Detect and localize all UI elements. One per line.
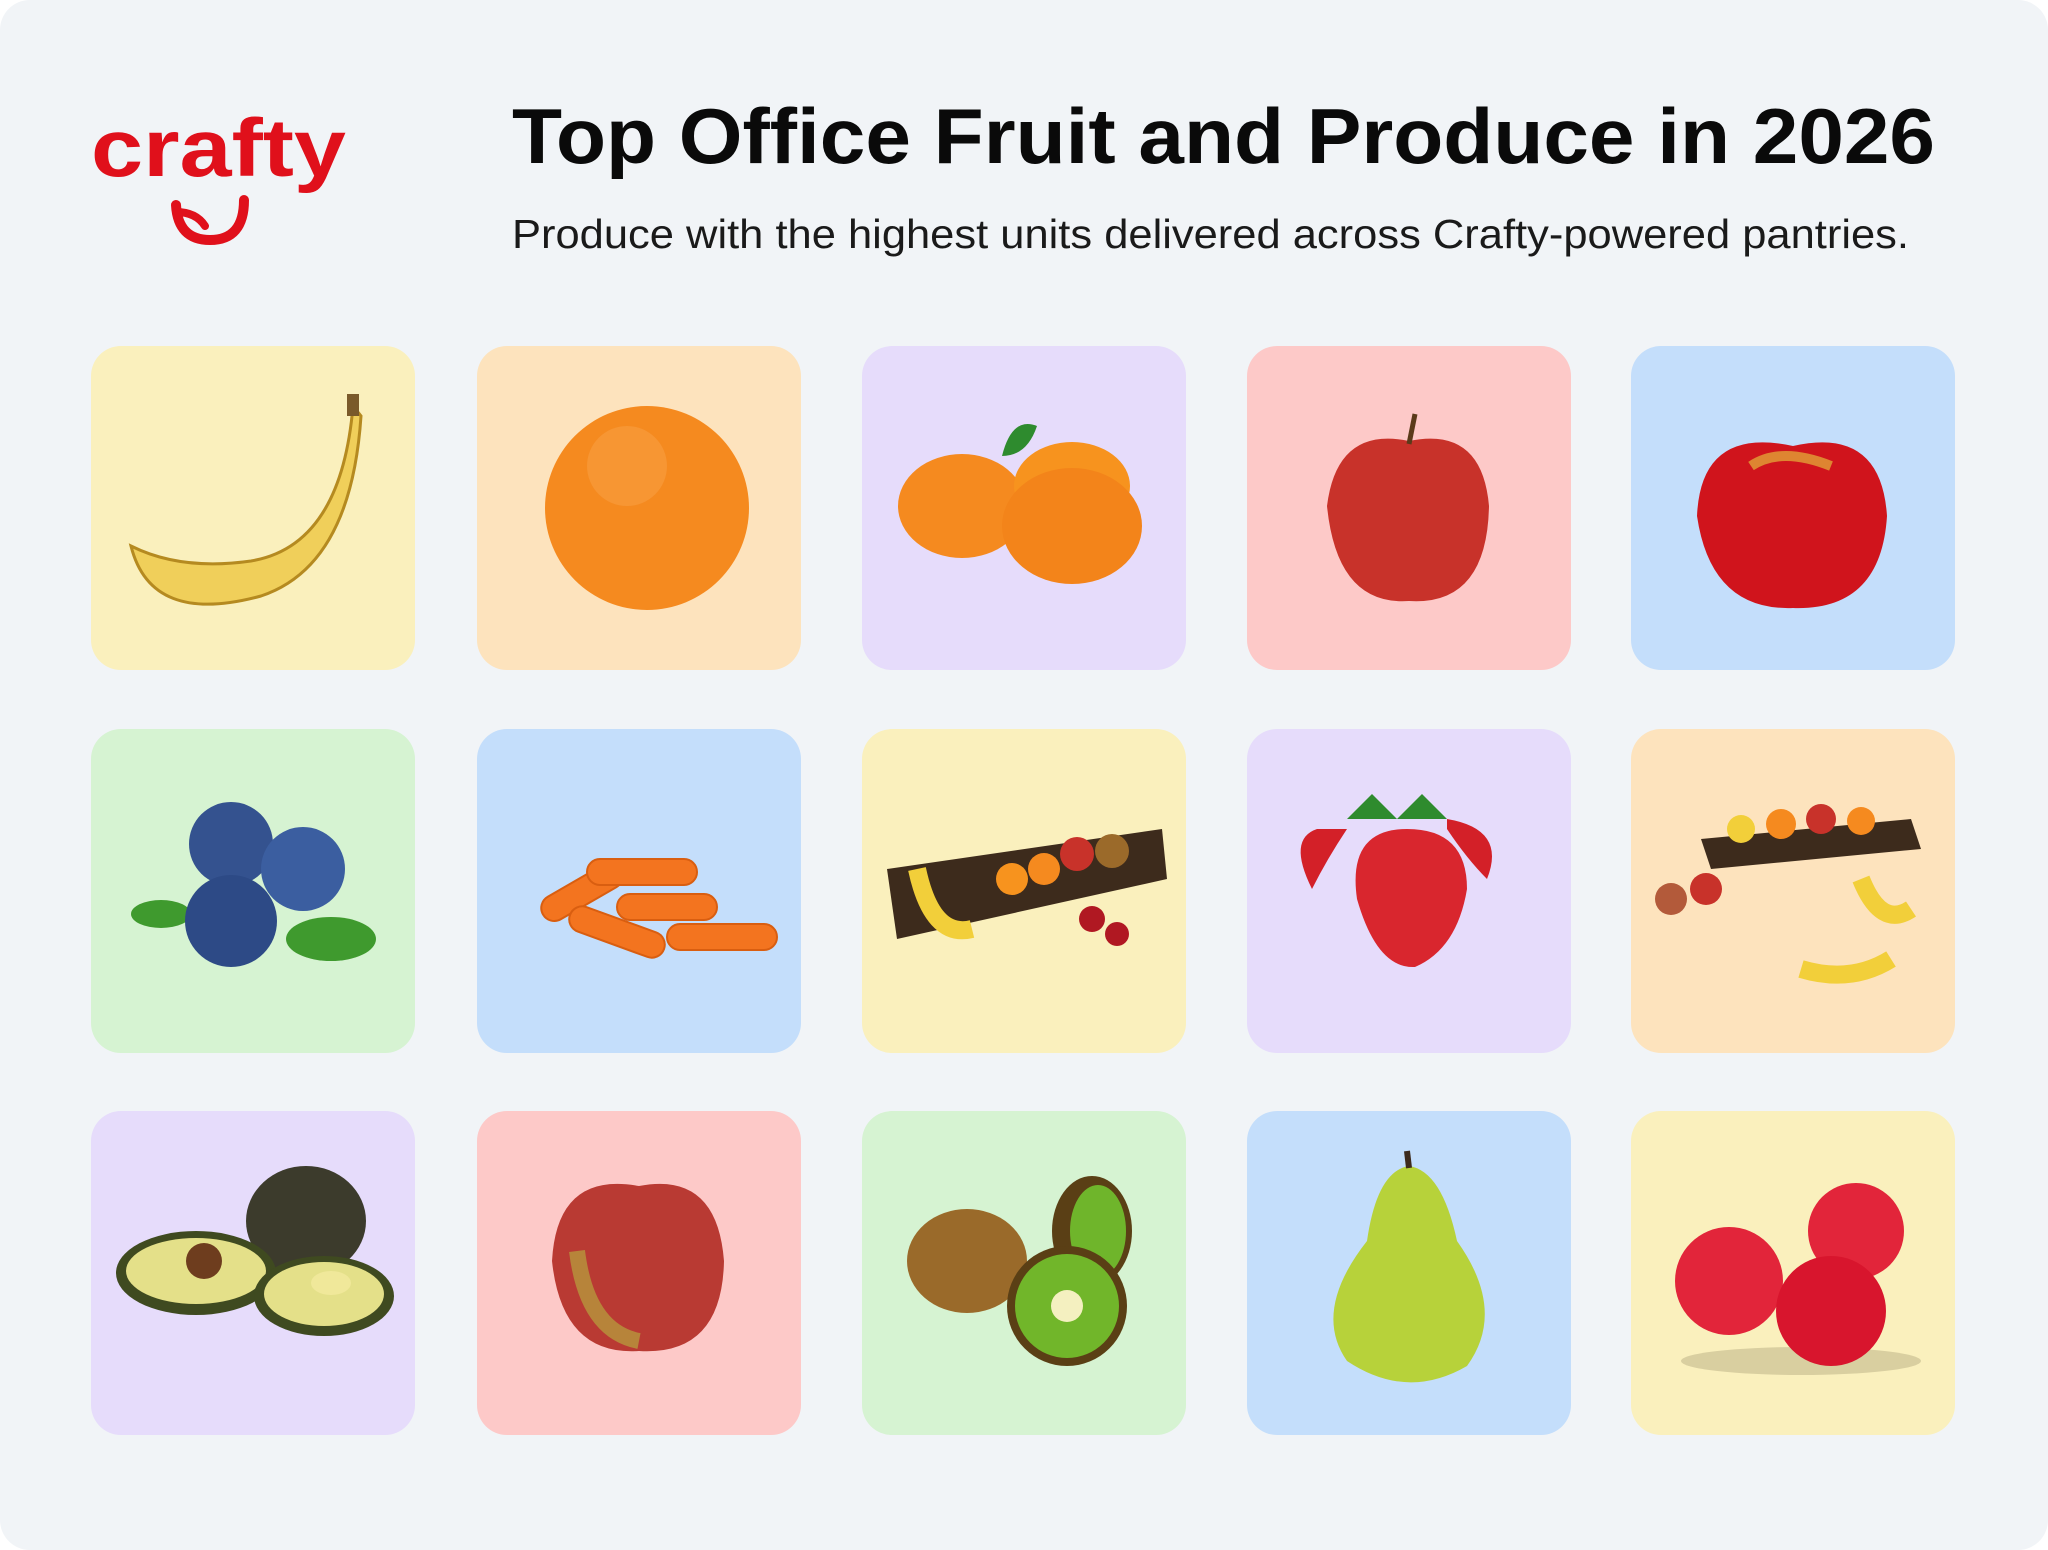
logo-smile (171, 195, 249, 246)
subtitle: Produce with the highest units delivered… (512, 211, 1909, 257)
logo-smile-mark (172, 208, 209, 230)
tile (1631, 346, 1955, 670)
title: Top Office Fruit and Produce in 2026 (512, 92, 1935, 180)
tile (1247, 1111, 1571, 1435)
tile (477, 729, 801, 1053)
tile (477, 346, 801, 670)
tile (1247, 346, 1571, 670)
tile (477, 1111, 801, 1435)
tile (91, 729, 415, 1053)
tile (91, 1111, 415, 1435)
tile (862, 1111, 1186, 1435)
logo: crafty (91, 103, 346, 194)
tile (1631, 729, 1955, 1053)
tile (91, 346, 415, 670)
tile (862, 346, 1186, 670)
tile (1247, 729, 1571, 1053)
tile (862, 729, 1186, 1053)
tile (1631, 1111, 1955, 1435)
